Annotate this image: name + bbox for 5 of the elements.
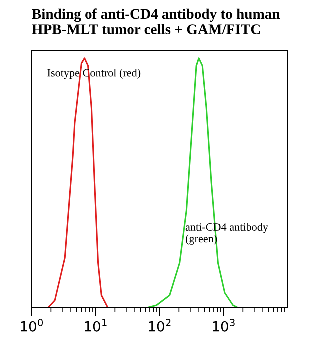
x-tick-label: 10$^{2}$: [149, 319, 171, 332]
x-tick-label: 10$^{0}$: [21, 319, 44, 332]
x-tick-label: 10$^{3}$: [213, 319, 235, 332]
chart-title: Binding of anti-CD4 antibody to human HPB-MLT tumor cells + GAM/FITC: [32, 8, 280, 34]
x-tick-label: 10$^{1}$: [85, 319, 107, 332]
